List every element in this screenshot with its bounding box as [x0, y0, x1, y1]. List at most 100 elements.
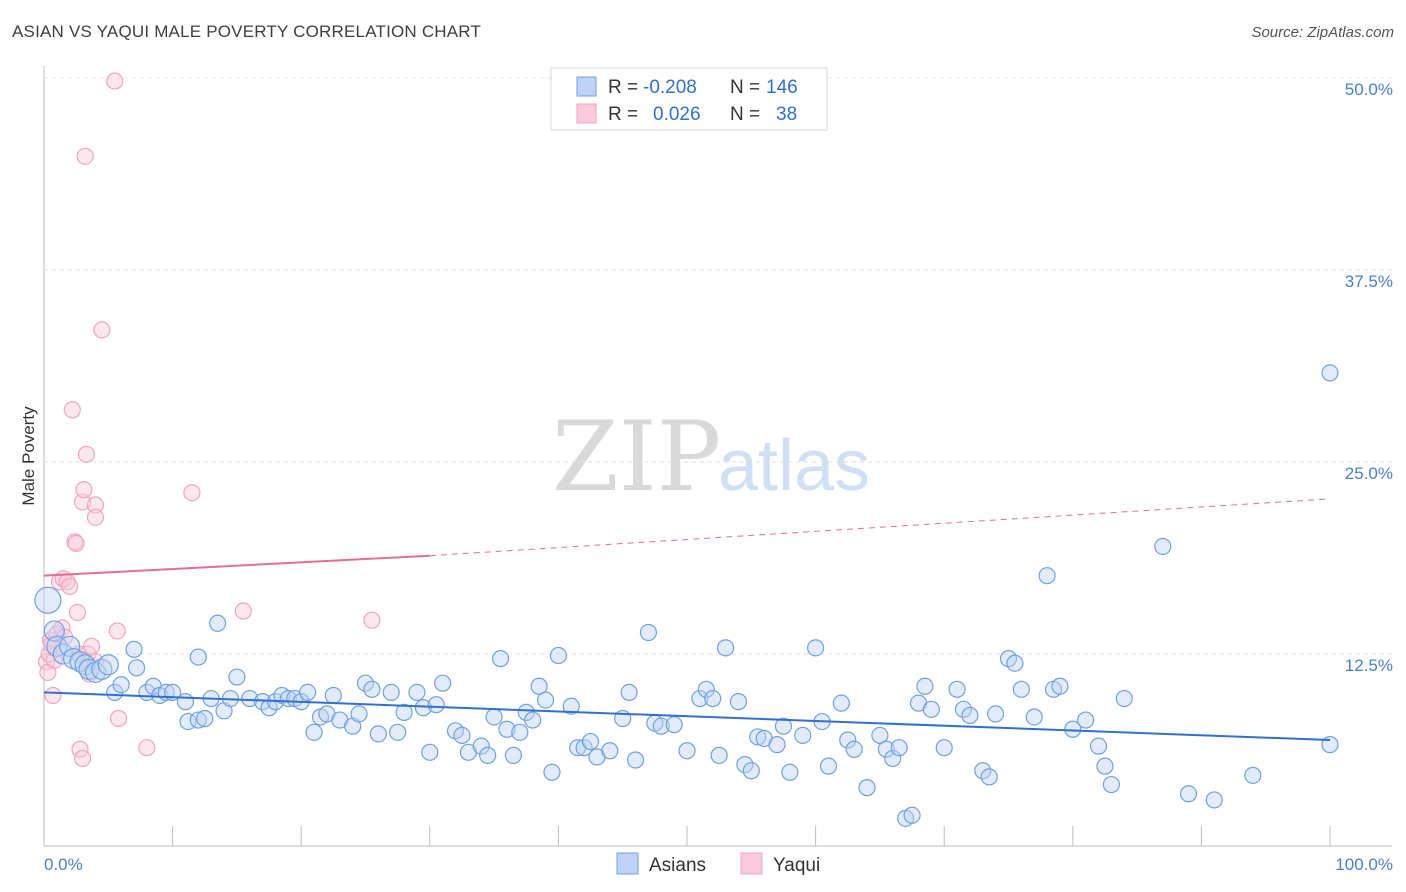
asian-point-0 [34, 586, 62, 614]
yaqui-point-33 [108, 622, 126, 640]
asian-point-110 [877, 740, 895, 758]
series-legend-swatch-yaqui [740, 852, 763, 875]
asian-point-112 [890, 739, 908, 757]
asian-point-55 [421, 743, 439, 761]
asian-point-96 [749, 728, 767, 746]
asian-point-95 [742, 762, 760, 780]
legend-box [550, 67, 828, 131]
asian-point-50 [382, 683, 400, 702]
asian-point-46 [350, 705, 368, 723]
asian-point-91 [710, 746, 728, 764]
asian-point-23 [189, 711, 207, 729]
asian-point-82 [626, 751, 645, 769]
asian-point-107 [845, 740, 863, 758]
legend-r-value-asians: -0.208 [643, 77, 697, 98]
asian-point-57 [434, 674, 452, 692]
y-axis-label: Male Poverty [19, 406, 38, 506]
series-legend-label-yaqui: Yaqui [773, 855, 820, 876]
asian-point-76 [575, 739, 593, 757]
asian-point-43 [324, 686, 342, 705]
asian-point-47 [356, 674, 375, 692]
yaqui-point-30 [86, 508, 105, 526]
asian-point-119 [948, 680, 966, 698]
asian-point-71 [536, 691, 555, 709]
asian-point-66 [504, 746, 522, 764]
chart-title: ASIAN VS YAQUI MALE POVERTY CORRELATION … [12, 22, 482, 41]
asian-point-54 [414, 699, 432, 717]
asian-point-72 [543, 763, 561, 781]
asian-point-74 [562, 697, 580, 715]
source-credit: Source: ZipAtlas.com [1251, 24, 1394, 41]
asian-point-98 [768, 736, 786, 754]
yaqui-point-37 [234, 602, 252, 620]
series-yaqui-points [37, 72, 381, 768]
yaqui-point-23 [76, 147, 94, 165]
asian-point-87 [678, 742, 696, 760]
asian-point-4 [59, 635, 81, 657]
asian-point-56 [427, 696, 445, 714]
asian-point-51 [389, 723, 407, 741]
correlation-legend: R = -0.208 N = 146 R = 0.026 N = 38 [550, 67, 828, 131]
asian-point-118 [935, 739, 953, 757]
asian-point-105 [832, 694, 850, 712]
asian-point-102 [806, 639, 825, 657]
asian-point-69 [524, 711, 542, 729]
yaqui-point-24 [77, 445, 96, 463]
asian-point-121 [961, 706, 979, 725]
yaqui-point-21 [73, 493, 92, 511]
legend-n-label-asians: N = [730, 77, 760, 98]
asian-point-111 [884, 749, 902, 768]
y-tick-labels: 12.5% 25.0% 37.5% 50.0% [1345, 80, 1393, 675]
yaqui-point-17 [68, 603, 87, 622]
asian-point-53 [408, 683, 426, 702]
y-tick-label-2: 37.5% [1345, 272, 1393, 291]
asian-point-13 [112, 676, 130, 694]
asian-point-70 [530, 677, 548, 695]
asian-point-73 [549, 646, 568, 665]
asian-point-93 [729, 693, 748, 711]
asian-point-31 [241, 689, 259, 708]
asian-point-92 [716, 639, 735, 657]
yaqui-point-29 [86, 496, 105, 514]
asian-point-140 [1205, 791, 1223, 809]
asian-point-99 [774, 717, 793, 735]
yaqui-point-5 [44, 686, 62, 705]
asian-point-59 [453, 726, 471, 745]
yaqui-point-38 [363, 611, 381, 629]
asian-point-141 [1244, 766, 1262, 784]
asian-point-123 [980, 768, 998, 786]
asian-point-137 [1115, 689, 1133, 708]
legend-swatch-yaqui [576, 103, 597, 124]
x-tick-label-1: 100.0% [1335, 855, 1393, 874]
y-tick-label-0: 12.5% [1345, 656, 1393, 675]
legend-r-value-yaqui: 0.026 [653, 104, 701, 125]
asian-point-127 [1012, 680, 1030, 698]
axes [43, 66, 1392, 847]
yaqui-point-34 [109, 709, 128, 728]
legend-r-label-asians: R = [608, 77, 638, 98]
asian-point-143 [1321, 364, 1339, 382]
asian-point-138 [1154, 537, 1172, 556]
legend-n-value-asians: 146 [766, 77, 798, 98]
asian-point-128 [1025, 708, 1043, 726]
watermark-zip: ZIP [552, 401, 721, 513]
asian-point-15 [127, 659, 146, 677]
series-legend-label-asians: Asians [649, 855, 706, 876]
yaqui-point-16 [67, 534, 85, 553]
trend-line-yaqui-solid [43, 554, 430, 577]
asian-point-83 [639, 623, 658, 642]
asian-point-1 [43, 620, 65, 642]
x-tick-label-0: 0.0% [44, 855, 83, 874]
gridlines [44, 77, 1392, 655]
asian-point-104 [819, 757, 838, 775]
asian-point-77 [581, 732, 600, 751]
asian-point-109 [871, 726, 889, 745]
asian-point-81 [620, 683, 638, 702]
asian-point-14 [125, 640, 143, 658]
asian-point-30 [228, 668, 246, 686]
trend-lines [43, 498, 1331, 742]
asian-point-88 [691, 689, 709, 708]
y-tick-label-3: 50.0% [1345, 80, 1393, 99]
yaqui-point-27 [82, 637, 101, 655]
